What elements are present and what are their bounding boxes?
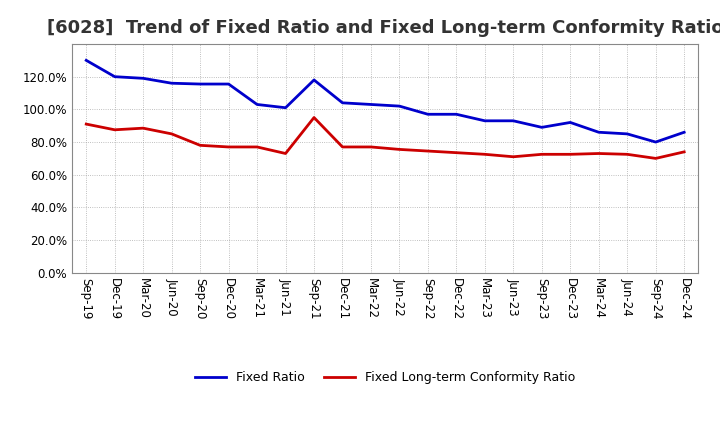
Fixed Long-term Conformity Ratio: [282, 151, 290, 156]
Fixed Ratio: [253, 102, 261, 107]
Fixed Ratio: [366, 102, 375, 107]
Fixed Long-term Conformity Ratio: [452, 150, 461, 155]
Fixed Long-term Conformity Ratio: [253, 144, 261, 150]
Fixed Ratio: [310, 77, 318, 83]
Fixed Long-term Conformity Ratio: [338, 144, 347, 150]
Fixed Ratio: [566, 120, 575, 125]
Fixed Ratio: [338, 100, 347, 106]
Fixed Ratio: [509, 118, 518, 124]
Fixed Long-term Conformity Ratio: [680, 149, 688, 154]
Fixed Long-term Conformity Ratio: [480, 152, 489, 157]
Fixed Long-term Conformity Ratio: [82, 121, 91, 127]
Fixed Ratio: [595, 130, 603, 135]
Fixed Ratio: [167, 81, 176, 86]
Line: Fixed Long-term Conformity Ratio: Fixed Long-term Conformity Ratio: [86, 117, 684, 158]
Fixed Ratio: [537, 125, 546, 130]
Fixed Ratio: [282, 105, 290, 110]
Fixed Long-term Conformity Ratio: [595, 151, 603, 156]
Fixed Long-term Conformity Ratio: [395, 147, 404, 152]
Fixed Ratio: [82, 58, 91, 63]
Fixed Long-term Conformity Ratio: [537, 152, 546, 157]
Fixed Long-term Conformity Ratio: [423, 148, 432, 154]
Fixed Long-term Conformity Ratio: [139, 125, 148, 131]
Fixed Ratio: [395, 103, 404, 109]
Fixed Ratio: [680, 130, 688, 135]
Line: Fixed Ratio: Fixed Ratio: [86, 60, 684, 142]
Fixed Long-term Conformity Ratio: [110, 127, 119, 132]
Fixed Long-term Conformity Ratio: [366, 144, 375, 150]
Fixed Ratio: [480, 118, 489, 124]
Fixed Long-term Conformity Ratio: [225, 144, 233, 150]
Fixed Long-term Conformity Ratio: [566, 152, 575, 157]
Fixed Long-term Conformity Ratio: [167, 131, 176, 136]
Legend: Fixed Ratio, Fixed Long-term Conformity Ratio: Fixed Ratio, Fixed Long-term Conformity …: [190, 366, 580, 389]
Fixed Ratio: [452, 112, 461, 117]
Fixed Long-term Conformity Ratio: [509, 154, 518, 159]
Fixed Ratio: [139, 76, 148, 81]
Fixed Ratio: [110, 74, 119, 79]
Fixed Ratio: [652, 139, 660, 145]
Fixed Ratio: [225, 81, 233, 87]
Fixed Ratio: [423, 112, 432, 117]
Fixed Long-term Conformity Ratio: [196, 143, 204, 148]
Fixed Ratio: [623, 131, 631, 136]
Fixed Long-term Conformity Ratio: [623, 152, 631, 157]
Fixed Ratio: [196, 81, 204, 87]
Fixed Long-term Conformity Ratio: [310, 115, 318, 120]
Fixed Long-term Conformity Ratio: [652, 156, 660, 161]
Title: [6028]  Trend of Fixed Ratio and Fixed Long-term Conformity Ratio: [6028] Trend of Fixed Ratio and Fixed Lo…: [47, 19, 720, 37]
